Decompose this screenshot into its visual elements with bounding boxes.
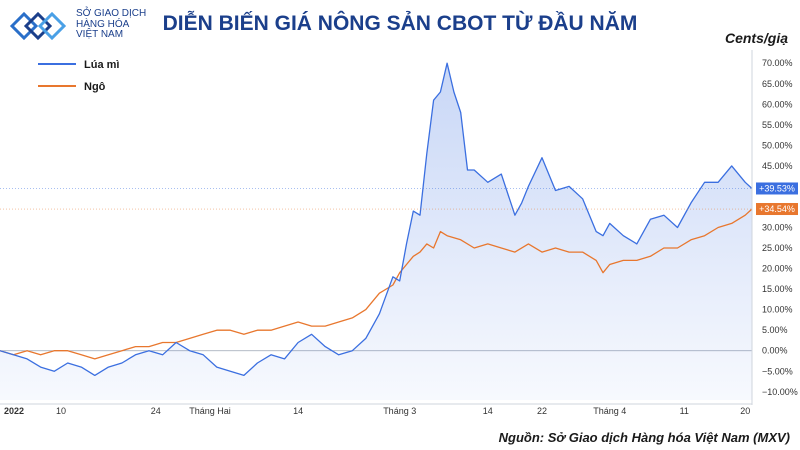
y-tick-label: 30.00%: [762, 223, 793, 233]
y-tick-label: 45.00%: [762, 161, 793, 171]
legend-label: Ngô: [84, 81, 106, 93]
legend: Lúa mì Ngô: [38, 59, 119, 93]
x-tick-label: 10: [56, 406, 66, 416]
x-tick-label: 22: [537, 406, 547, 416]
last-value-badges: +39.53% +34.54%: [0, 182, 798, 216]
line-layer: [0, 62, 753, 377]
y-tick-label: 60.00%: [762, 99, 793, 109]
x-tick-label: 14: [293, 406, 303, 416]
y-tick-label: 5.00%: [762, 325, 788, 335]
last-value-badge: [756, 203, 798, 216]
logo: [8, 6, 168, 46]
x-tick-label: 24: [151, 406, 161, 416]
y-tick-label: 70.00%: [762, 58, 793, 68]
last-value-label: +34.54%: [759, 204, 795, 214]
legend-label: Lúa mì: [84, 59, 119, 71]
y-tick-label: 55.00%: [762, 120, 793, 130]
logo-text: SỞ GIAO DỊCH HÀNG HÓA VIỆT NAM: [76, 8, 147, 41]
x-tick-label: 11: [680, 406, 689, 416]
area-layer: [0, 63, 752, 400]
y-tick-label: 10.00%: [762, 305, 793, 315]
x-tick-label: 20: [740, 406, 750, 416]
logo-line-1: SỞ GIAO DỊCH: [76, 8, 147, 19]
y-tick-label: 15.00%: [762, 284, 793, 294]
unit-label: Cents/giạ: [724, 30, 788, 46]
x-tick-label: 14: [483, 406, 493, 416]
y-tick-label: 65.00%: [762, 79, 793, 89]
logo-mark-icon: [9, 11, 67, 41]
x-tick-label: 2022: [4, 406, 24, 416]
wheat-area: [0, 63, 752, 400]
y-tick-label: 50.00%: [762, 140, 793, 150]
last-value-badge: [756, 182, 798, 195]
y-tick-label: −5.00%: [762, 366, 793, 376]
last-value-label: +39.53%: [759, 183, 795, 193]
y-tick-label: 0.00%: [762, 346, 788, 356]
logo-line-3: VIỆT NAM: [76, 29, 124, 40]
series-line: [0, 208, 753, 360]
x-tick-label: Tháng 3: [383, 406, 416, 416]
chart-title: DIỄN BIẾN GIÁ NÔNG SẢN CBOT TỪ ĐẦU NĂM: [162, 12, 638, 35]
y-tick-label: 25.00%: [762, 243, 793, 253]
y-axis: −10.00% −5.00% 0.00% 5.00% 10.00% 15.00% 20.00…: [751, 50, 798, 405]
x-axis: 2022 10 24 Tháng Hai 14 Tháng 3 14 22 Tháng 4 11 2…: [0, 403, 752, 416]
source-note: Nguồn: Sở Giao dịch Hàng hóa Việt Nam (M…: [498, 430, 790, 445]
y-tick-label: −10.00%: [762, 387, 798, 397]
logo-line-2: HÀNG HÓA: [76, 18, 130, 30]
x-tick-label: Tháng 4: [593, 406, 626, 416]
series-line: [0, 62, 753, 377]
x-tick-label: Tháng Hai: [189, 406, 231, 416]
y-tick-label: 20.00%: [762, 264, 793, 274]
